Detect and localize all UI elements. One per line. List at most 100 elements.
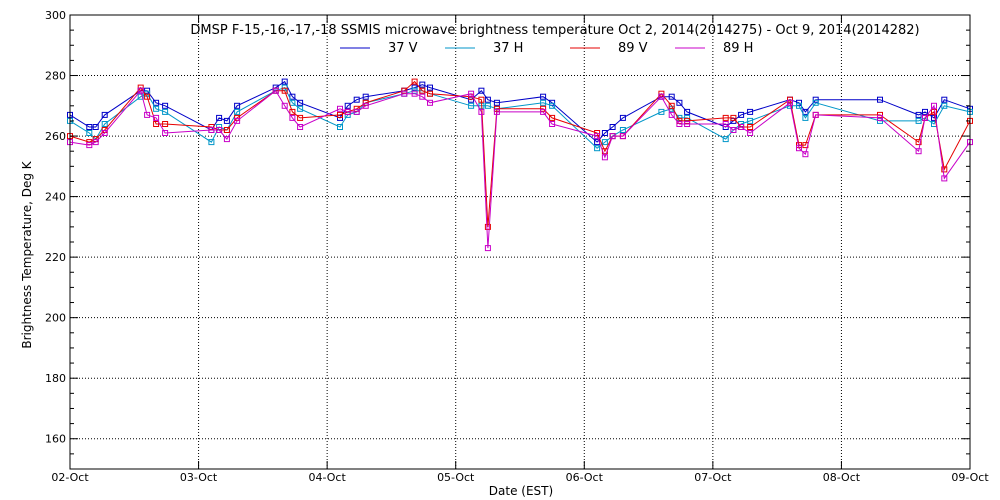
data-point — [738, 111, 745, 118]
data-point — [738, 124, 745, 130]
data-point — [289, 108, 296, 115]
y-axis-label: Brightness Temperature, Deg K — [20, 160, 34, 348]
data-point — [468, 90, 475, 97]
data-point — [427, 90, 433, 97]
data-point — [153, 99, 160, 106]
data-point — [915, 111, 922, 118]
data-point — [877, 114, 883, 121]
x-tick-label: 04-Oct — [308, 471, 346, 484]
data-point — [337, 124, 343, 130]
data-point — [915, 139, 922, 146]
data-point — [137, 87, 144, 94]
data-point — [540, 105, 547, 112]
data-point — [208, 127, 215, 133]
y-tick-label: 220 — [45, 251, 66, 264]
data-point — [594, 130, 601, 136]
data-point — [684, 108, 691, 115]
data-point — [153, 121, 160, 127]
data-point — [796, 102, 802, 109]
data-point — [234, 102, 241, 109]
data-point — [922, 114, 928, 121]
data-point — [419, 87, 426, 94]
data-point — [594, 145, 601, 152]
data-point — [144, 93, 151, 100]
data-point — [86, 142, 93, 149]
data-point — [468, 102, 475, 109]
x-tick-label: 07-Oct — [694, 471, 732, 484]
data-point — [941, 102, 948, 109]
data-point — [86, 130, 93, 136]
data-point — [223, 117, 230, 124]
data-point — [297, 114, 304, 121]
data-point — [941, 96, 948, 103]
y-tick-label: 160 — [45, 433, 66, 446]
data-point — [601, 154, 608, 161]
data-point — [427, 99, 433, 106]
data-point — [601, 139, 608, 146]
data-point — [684, 121, 691, 127]
legend-label-3: 89 V — [618, 41, 648, 56]
data-point — [931, 114, 937, 121]
data-point — [344, 108, 351, 115]
data-point — [812, 111, 819, 118]
data-point — [281, 102, 288, 109]
data-point — [92, 139, 99, 146]
legend-label-1: 37 V — [388, 41, 418, 56]
data-point — [101, 130, 108, 136]
grid — [70, 15, 970, 469]
x-axis-label: Date (EST) — [489, 484, 553, 498]
data-point — [931, 108, 937, 115]
data-point — [162, 121, 169, 127]
data-point — [137, 93, 144, 100]
data-point — [609, 124, 616, 130]
y-tick-label: 200 — [45, 312, 66, 325]
data-point — [281, 84, 288, 91]
data-point — [493, 108, 500, 115]
data-point — [668, 102, 675, 109]
data-point — [234, 117, 241, 124]
data-point — [493, 99, 500, 106]
data-point — [668, 93, 675, 100]
series-line-4 — [69, 89, 971, 249]
data-point — [747, 117, 754, 124]
data-point — [493, 105, 500, 112]
data-point — [162, 130, 169, 136]
data-point — [722, 114, 729, 121]
data-point — [802, 151, 809, 158]
data-point — [549, 102, 556, 109]
data-point — [419, 81, 426, 88]
data-point — [812, 96, 819, 103]
y-tick-label: 300 — [45, 9, 66, 22]
data-point — [877, 96, 883, 103]
legend: 37 V 37 H 89 V 89 H — [340, 41, 753, 56]
data-point — [931, 102, 937, 109]
data-point — [208, 139, 215, 146]
y-tick-label: 240 — [45, 191, 66, 204]
data-point — [540, 93, 547, 100]
data-point — [915, 117, 922, 124]
data-point — [297, 105, 304, 112]
data-point — [101, 111, 108, 118]
data-point — [478, 96, 485, 103]
data-point — [362, 102, 369, 109]
data-point — [594, 133, 601, 140]
data-point — [216, 127, 223, 133]
data-point — [601, 130, 608, 136]
data-point — [289, 93, 296, 100]
data-point — [941, 166, 948, 173]
data-point — [747, 124, 754, 130]
data-point — [730, 127, 737, 133]
data-point — [484, 102, 491, 109]
data-point — [337, 105, 343, 112]
chart-title: DMSP F-15,-16,-17,-18 SSMIS microwave br… — [190, 23, 919, 38]
data-point — [549, 121, 556, 127]
data-point — [658, 108, 665, 115]
data-point — [153, 114, 160, 121]
data-point — [609, 133, 616, 140]
data-point — [337, 111, 343, 118]
data-point — [747, 108, 754, 115]
data-point — [419, 93, 426, 100]
data-point — [941, 175, 948, 182]
